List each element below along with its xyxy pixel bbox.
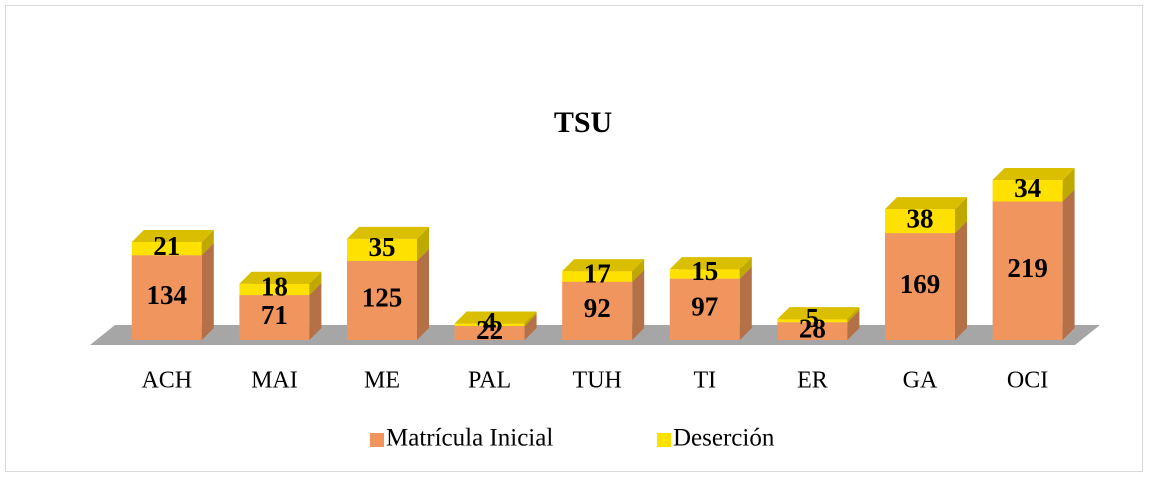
bar-segment <box>885 209 955 234</box>
legend-label: Matrícula Inicial <box>386 425 553 452</box>
bar-side <box>201 243 214 340</box>
bar-segment <box>347 260 417 340</box>
data-label: 71 <box>261 300 288 330</box>
x-tick-label: OCI <box>1007 368 1048 394</box>
bar-segment <box>669 278 740 340</box>
bar-segment <box>239 295 310 340</box>
bar-segment <box>347 238 417 261</box>
legend-label: Deserción <box>673 425 775 452</box>
data-label: 22 <box>476 315 503 345</box>
data-label: 134 <box>147 280 188 310</box>
bar-segment <box>454 326 525 340</box>
bar-segment <box>777 319 848 323</box>
data-label: 169 <box>900 269 941 299</box>
bar-side <box>201 229 214 256</box>
bar-segment <box>777 322 848 340</box>
x-tick-label: PAL <box>468 368 511 394</box>
data-label: 15 <box>691 256 718 286</box>
bar-side <box>955 197 967 234</box>
data-label: 4 <box>483 307 497 337</box>
bar-segment <box>131 255 202 340</box>
bar-top <box>454 311 537 324</box>
data-label: 18 <box>261 272 288 302</box>
data-label: 34 <box>1014 173 1041 203</box>
x-tick-label: ER <box>797 368 828 394</box>
bar-segment <box>239 283 310 296</box>
bar-segment <box>562 281 633 340</box>
bar-segment <box>992 201 1063 340</box>
bar-side <box>847 307 860 323</box>
x-tick-label: MAI <box>251 368 298 394</box>
bar-side <box>632 259 645 282</box>
bar-segment <box>562 271 633 282</box>
data-label: 17 <box>584 259 611 289</box>
bar-top <box>669 257 752 270</box>
bar-side <box>632 269 645 340</box>
legend-swatch <box>657 433 671 447</box>
x-tick-label: TI <box>693 368 716 394</box>
data-label: 38 <box>907 203 934 233</box>
bar-segment <box>131 241 202 256</box>
legend-swatch <box>370 433 384 447</box>
bar-side <box>847 310 860 340</box>
data-label: 92 <box>584 293 611 323</box>
bar-top <box>562 259 645 272</box>
bar-top <box>347 226 429 239</box>
x-tick-label: ACH <box>141 368 192 394</box>
bar-side <box>309 283 322 340</box>
bar-top <box>239 271 322 284</box>
chart-title: TSU <box>554 106 612 139</box>
x-tick-label: GA <box>903 368 938 394</box>
bar-side <box>1062 168 1075 202</box>
bar-segment <box>454 323 525 327</box>
bar-side <box>739 257 752 279</box>
bar-top <box>885 197 967 210</box>
data-label: 21 <box>153 231 180 261</box>
bar-top <box>131 229 214 242</box>
bar-segment <box>992 180 1063 202</box>
x-tick-label: TUH <box>573 368 622 394</box>
data-label: 125 <box>362 283 403 313</box>
bar-side <box>417 226 429 261</box>
data-label: 219 <box>1007 253 1048 283</box>
bar-segment <box>885 233 955 340</box>
data-label: 5 <box>806 303 820 333</box>
data-label: 97 <box>691 292 718 322</box>
bar-side <box>955 221 967 340</box>
bar-side <box>739 266 752 340</box>
bar-top <box>777 307 860 320</box>
x-tick-label: ME <box>364 368 400 394</box>
bar-segment <box>669 269 740 279</box>
bar-side <box>309 271 322 296</box>
bar-side <box>524 314 537 340</box>
data-label: 35 <box>369 232 396 262</box>
data-label: 28 <box>799 313 826 343</box>
bar-side <box>524 311 537 327</box>
bar-top <box>992 168 1075 180</box>
bar-side <box>417 248 429 340</box>
bar-side <box>1062 189 1075 340</box>
